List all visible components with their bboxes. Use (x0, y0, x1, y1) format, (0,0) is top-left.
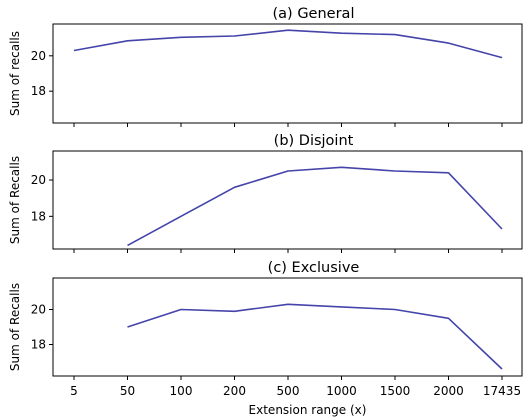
panel-title-2: (b) Disjoint (274, 133, 354, 149)
y-tick-label: 20 (31, 303, 46, 317)
y-tick-label: 18 (31, 338, 46, 352)
x-axis-label: Extension range (x) (249, 403, 367, 417)
x-tick-label: 100 (170, 384, 193, 398)
axes-frame-1 (52, 23, 523, 124)
panel-title-1: (a) General (273, 6, 355, 22)
x-tick-label: 50 (120, 384, 135, 398)
y-tick-label: 18 (31, 84, 46, 98)
y-tick-label: 18 (31, 209, 46, 223)
x-tick-label: 500 (277, 384, 300, 398)
series-line-2-1 (127, 166, 503, 247)
y-tick-label: 20 (31, 49, 46, 63)
axes-frame-2 (52, 150, 523, 250)
axes-frame-3 (52, 277, 523, 377)
y-axis-label-3: Sum of Recalls (8, 283, 22, 371)
x-tick-label: 5 (70, 384, 78, 398)
panel-title-3: (c) Exclusive (268, 260, 360, 276)
x-tick-label: 1000 (326, 384, 357, 398)
series-line-3-1 (127, 303, 503, 370)
y-tick-label: 20 (31, 173, 46, 187)
x-tick-label: 2000 (433, 384, 464, 398)
series-line-1-1 (73, 29, 503, 59)
x-tick-label: 17435 (483, 384, 521, 398)
y-axis-label-1: Sum of recalls (8, 31, 22, 116)
x-tick-label: 1500 (380, 384, 411, 398)
x-tick-label: 200 (223, 384, 246, 398)
y-axis-label-2: Sum of Recalls (8, 156, 22, 244)
